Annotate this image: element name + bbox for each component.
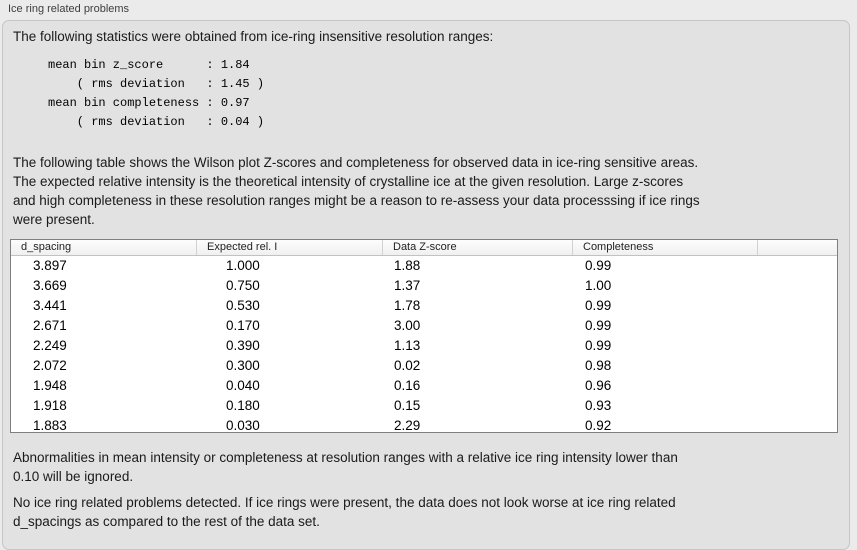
cell-data-z-score: 0.02 xyxy=(394,358,421,373)
cell-completeness: 1.00 xyxy=(585,278,612,293)
table-description-text: The following table shows the Wilson plo… xyxy=(13,155,700,227)
col-header-completeness: Completeness xyxy=(572,240,757,255)
intro-text: The following statistics were obtained f… xyxy=(13,29,494,44)
table-row[interactable]: 2.072 0.300 0.02 0.98 xyxy=(11,356,837,376)
cell-spacer xyxy=(757,396,837,416)
cell-d-spacing: 3.669 xyxy=(33,278,67,293)
cell-spacer xyxy=(757,316,837,336)
cell-d-spacing: 1.948 xyxy=(33,378,67,393)
cell-completeness: 0.93 xyxy=(585,398,612,413)
cell-expected-rel-i: 1.000 xyxy=(226,258,260,273)
table-row[interactable]: 3.669 0.750 1.37 1.00 xyxy=(11,276,837,296)
cell-data-z-score: 0.15 xyxy=(394,398,421,413)
cell-data-z-score: 1.78 xyxy=(394,298,421,313)
cell-d-spacing: 2.249 xyxy=(33,338,67,353)
cell-expected-rel-i: 0.300 xyxy=(226,358,260,373)
cell-data-z-score: 3.00 xyxy=(394,318,421,333)
table-row[interactable]: 3.897 1.000 1.88 0.99 xyxy=(11,256,837,276)
cell-data-z-score: 1.37 xyxy=(394,278,421,293)
cell-data-z-score: 2.29 xyxy=(394,418,421,433)
cell-expected-rel-i: 0.390 xyxy=(226,338,260,353)
cell-completeness: 0.92 xyxy=(585,418,612,433)
cell-expected-rel-i: 0.040 xyxy=(226,378,260,393)
cell-completeness: 0.98 xyxy=(585,358,612,373)
table-row[interactable]: 2.249 0.390 1.13 0.99 xyxy=(11,336,837,356)
cell-spacer xyxy=(757,336,837,356)
cell-completeness: 0.99 xyxy=(585,298,612,313)
table-row[interactable]: 3.441 0.530 1.78 0.99 xyxy=(11,296,837,316)
cell-d-spacing: 2.072 xyxy=(33,358,67,373)
table-row[interactable]: 1.918 0.180 0.15 0.93 xyxy=(11,396,837,416)
cell-data-z-score: 1.13 xyxy=(394,338,421,353)
cell-d-spacing: 2.671 xyxy=(33,318,67,333)
cell-d-spacing: 1.883 xyxy=(33,418,67,433)
ignore-threshold-text: Abnormalities in mean intensity or compl… xyxy=(13,450,678,484)
cell-expected-rel-i: 0.530 xyxy=(226,298,260,313)
table-header-row: d_spacing Expected rel. I Data Z-score C… xyxy=(11,240,837,256)
cell-completeness: 0.99 xyxy=(585,318,612,333)
cell-d-spacing: 1.918 xyxy=(33,398,67,413)
conclusion-text: No ice ring related problems detected. I… xyxy=(13,495,676,529)
cell-expected-rel-i: 0.030 xyxy=(226,418,260,433)
bin-statistics-block: mean bin z_score : 1.84 ( rms deviation … xyxy=(48,58,265,129)
cell-d-spacing: 3.897 xyxy=(33,258,67,273)
group-box-title: Ice ring related problems xyxy=(8,3,130,15)
table-row[interactable]: 1.883 0.030 2.29 0.92 xyxy=(11,416,837,433)
cell-spacer xyxy=(757,276,837,296)
cell-data-z-score: 0.16 xyxy=(394,378,421,393)
cell-expected-rel-i: 0.170 xyxy=(226,318,260,333)
cell-completeness: 0.99 xyxy=(585,338,612,353)
col-header-data-z-score: Data Z-score xyxy=(382,240,572,255)
cell-completeness: 0.96 xyxy=(585,378,612,393)
cell-data-z-score: 1.88 xyxy=(394,258,421,273)
col-header-expected-rel-i: Expected rel. I xyxy=(196,240,382,255)
cell-spacer xyxy=(757,256,837,276)
cell-spacer xyxy=(757,376,837,396)
col-header-d-spacing: d_spacing xyxy=(21,241,72,253)
ice-ring-table: d_spacing Expected rel. I Data Z-score C… xyxy=(10,239,838,433)
cell-d-spacing: 3.441 xyxy=(33,298,67,313)
col-header-spacer xyxy=(757,240,837,255)
cell-expected-rel-i: 0.750 xyxy=(226,278,260,293)
cell-spacer xyxy=(757,356,837,376)
cell-spacer xyxy=(757,296,837,316)
cell-spacer xyxy=(757,416,837,432)
cell-completeness: 0.99 xyxy=(585,258,612,273)
table-row[interactable]: 2.671 0.170 3.00 0.99 xyxy=(11,316,837,336)
cell-expected-rel-i: 0.180 xyxy=(226,398,260,413)
table-row[interactable]: 1.948 0.040 0.16 0.96 xyxy=(11,376,837,396)
